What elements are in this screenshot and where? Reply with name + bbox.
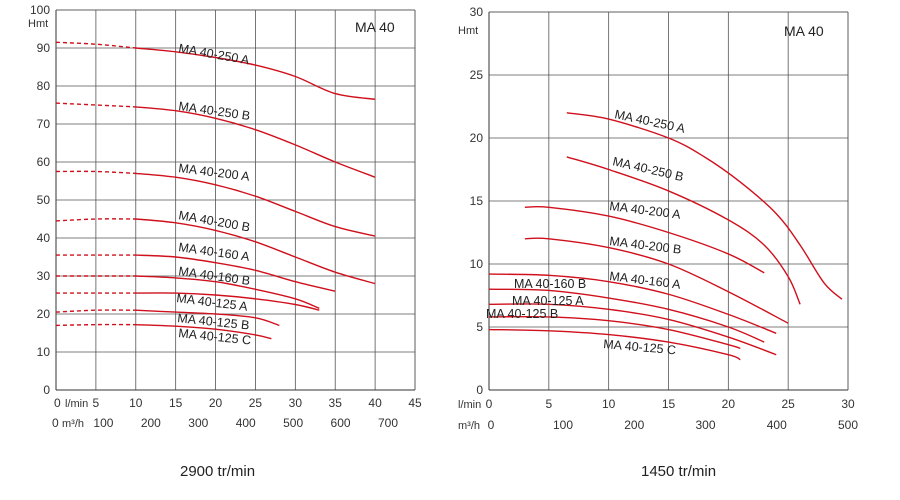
y-tick-label: 10 <box>37 345 51 359</box>
series-line <box>488 303 777 356</box>
x-tick-label-m3h: 100 <box>93 416 113 430</box>
x-unit-lmin: l/min <box>65 398 88 410</box>
series-line <box>488 273 777 334</box>
series-label: MA 40-250 B <box>178 99 252 123</box>
y-tick-label: 5 <box>476 320 483 334</box>
left-chart-caption: 2900 tr/min <box>180 463 256 480</box>
series-label: MA 40-250 B <box>611 154 685 184</box>
x-tick-label-lmin: 0 <box>54 396 61 410</box>
x-tick-label-lmin: 20 <box>722 397 736 411</box>
x-tick-label-lmin: 30 <box>289 396 303 410</box>
x-tick-label-m3h: 400 <box>767 418 787 432</box>
series-line <box>524 237 789 324</box>
x-tick-label-m3h: 100 <box>553 418 573 432</box>
x-tick-label-lmin: 30 <box>841 397 855 411</box>
x-tick-label-lmin: 35 <box>329 396 343 410</box>
series-line <box>135 275 320 309</box>
series-line <box>135 47 376 100</box>
x-unit-m3h: m³/h <box>458 420 480 432</box>
x-tick-label-lmin: 45 <box>408 396 422 410</box>
series-line-dashed <box>55 218 136 222</box>
x-tick-label-m3h: 300 <box>188 416 208 430</box>
y-tick-label: 90 <box>37 41 51 55</box>
series-label: MA 40-160 A <box>178 240 251 264</box>
x-tick-label-lmin: 15 <box>662 397 676 411</box>
x-tick-label-m3h: 500 <box>838 418 858 432</box>
series-line <box>488 315 741 350</box>
x-unit-lmin: l/min <box>458 399 481 411</box>
y-tick-label: 30 <box>470 5 484 19</box>
series-line <box>135 309 280 327</box>
x-tick-label-m3h: 0 <box>488 418 495 432</box>
series-label: MA 40-200 A <box>178 161 251 184</box>
x-tick-label-lmin: 25 <box>249 396 263 410</box>
series-line-dashed <box>55 309 136 313</box>
x-unit-m3h: m³/h <box>62 418 84 430</box>
y-tick-label: 30 <box>37 269 51 283</box>
series-line <box>135 172 376 237</box>
y-tick-label: 20 <box>37 307 51 321</box>
x-tick-label-m3h: 500 <box>283 416 303 430</box>
x-tick-label-lmin: 0 <box>486 397 493 411</box>
x-tick-label-m3h: 600 <box>331 416 351 430</box>
x-tick-label-lmin: 15 <box>169 396 183 410</box>
series-line-dashed <box>55 323 136 327</box>
series-label: MA 40-125 C <box>603 337 677 357</box>
y-tick-label: 100 <box>30 3 50 17</box>
y-tick-label: 0 <box>476 383 483 397</box>
series-label: MA 40-250 A <box>177 41 251 67</box>
series-line <box>135 292 320 311</box>
y-tick-label: 10 <box>470 257 484 271</box>
y-tick-label: 60 <box>37 155 51 169</box>
x-tick-label-m3h: 300 <box>695 418 715 432</box>
series-label: MA 40-200 B <box>609 234 682 257</box>
series-line <box>488 328 741 361</box>
x-tick-label-m3h: 400 <box>236 416 256 430</box>
series-line <box>566 112 843 300</box>
x-tick-label-lmin: 25 <box>781 397 795 411</box>
right-chart-caption: 1450 tr/min <box>641 463 717 480</box>
y-tick-label: 40 <box>37 231 51 245</box>
series-line <box>524 205 765 274</box>
series-label: MA 40-125 A <box>512 294 584 308</box>
series-line <box>488 288 765 343</box>
x-tick-label-lmin: 5 <box>545 397 552 411</box>
x-tick-label-m3h: 200 <box>141 416 161 430</box>
y-tick-label: 25 <box>470 68 484 82</box>
x-tick-label-lmin: 20 <box>209 396 223 410</box>
y-tick-label: 80 <box>37 79 51 93</box>
y-tick-label: 20 <box>470 131 484 145</box>
x-tick-label-lmin: 10 <box>602 397 616 411</box>
x-tick-label-m3h: 200 <box>624 418 644 432</box>
series-label: MA 40-125 A <box>176 291 249 314</box>
series-line <box>135 106 376 178</box>
y-tick-label: 70 <box>37 117 51 131</box>
series-line-dashed <box>55 170 136 175</box>
y-tick-label: 15 <box>470 194 484 208</box>
series-line-dashed <box>55 41 136 49</box>
series-label: MA 40-160 B <box>514 277 586 291</box>
x-tick-label-lmin: 40 <box>368 396 382 410</box>
series-line <box>135 323 272 340</box>
series-line <box>135 218 376 285</box>
y-tick-label: 0 <box>43 383 50 397</box>
chart-model-title: MA 40 <box>784 23 824 39</box>
y-axis-label: Hmt <box>28 18 48 30</box>
series-label: MA 40-125 B <box>486 307 558 321</box>
series-line <box>135 254 336 292</box>
x-tick-label-m3h: 700 <box>378 416 398 430</box>
x-tick-label-lmin: 10 <box>129 396 143 410</box>
x-tick-label-m3h: 0 <box>52 416 59 430</box>
chart-model-title: MA 40 <box>355 19 395 35</box>
x-tick-label-lmin: 5 <box>93 396 100 410</box>
y-tick-label: 50 <box>37 193 51 207</box>
series-line-dashed <box>55 102 136 108</box>
series-line <box>566 156 801 305</box>
y-axis-label: Hmt <box>458 25 478 37</box>
